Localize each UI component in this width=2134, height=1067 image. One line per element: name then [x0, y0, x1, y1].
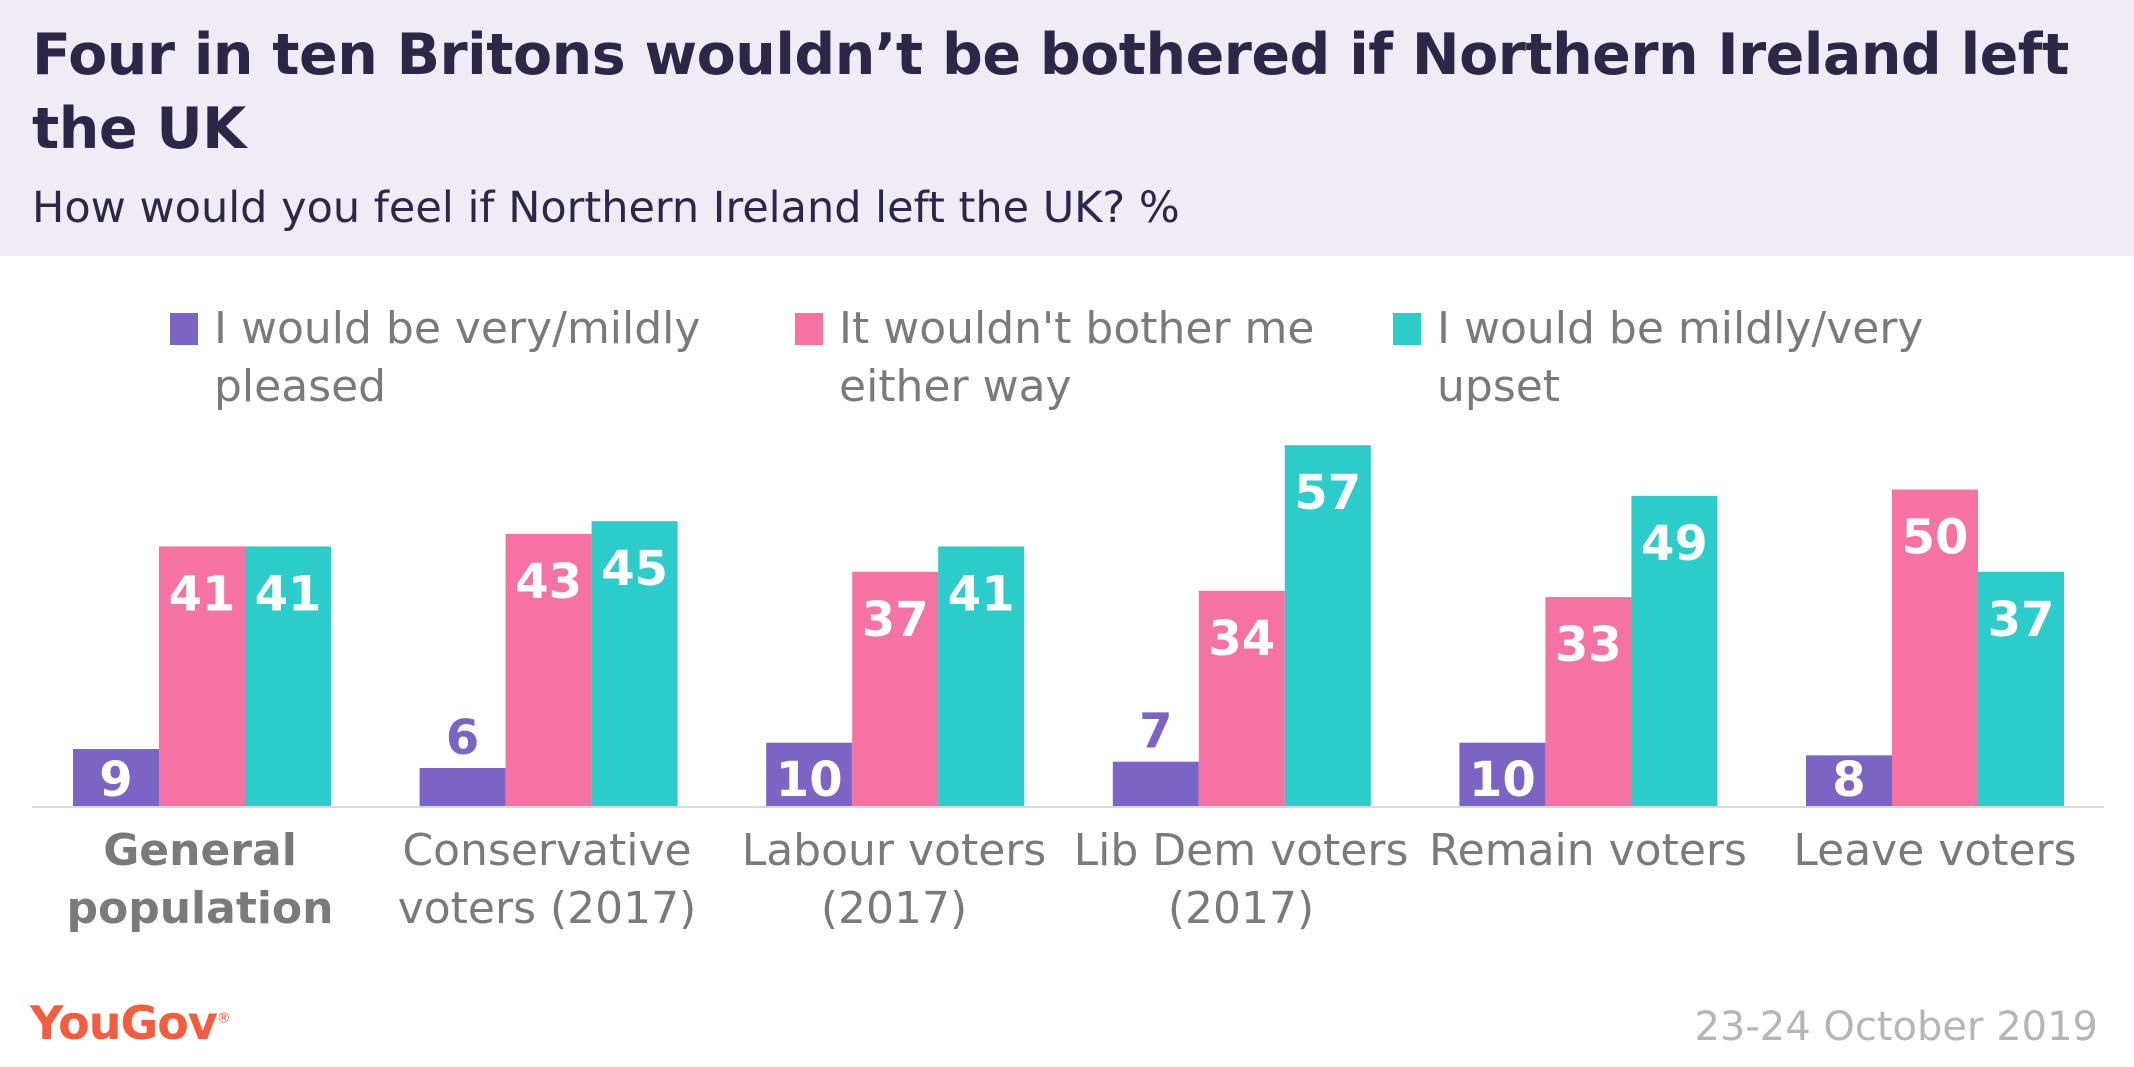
data-label-upset-3: 57 — [1294, 465, 1361, 521]
logo-text: YouGov — [30, 996, 218, 1050]
data-label-pleased-2: 10 — [776, 752, 843, 808]
bar-upset-4 — [1631, 495, 1718, 806]
category-label-leave: Leave voters — [1793, 825, 2077, 876]
data-label-upset-2: 41 — [948, 566, 1015, 622]
bar-pleased-5 — [1806, 755, 1892, 806]
header-band: Four in ten Britons wouldn’t be bothered… — [0, 0, 2134, 256]
bar-neutral-5 — [1892, 489, 1978, 806]
bar-pleased-4 — [1459, 742, 1546, 806]
data-label-neutral-1: 43 — [515, 554, 582, 610]
data-label-upset-1: 45 — [601, 541, 668, 597]
logo-registered-mark: ® — [216, 1010, 231, 1027]
chart-subtitle: How would you feel if Northern Ireland l… — [32, 183, 1180, 233]
legend-label-neutral: It wouldn't bother me either way — [839, 303, 1315, 412]
data-label-upset-4: 49 — [1641, 516, 1708, 572]
data-label-pleased-1: 6 — [446, 710, 479, 766]
bar-pleased-0 — [73, 749, 159, 806]
bar-neutral-1 — [505, 533, 592, 806]
bar-neutral-2 — [852, 571, 939, 806]
data-label-pleased-4: 10 — [1469, 752, 1536, 808]
data-label-pleased-5: 8 — [1832, 752, 1865, 808]
data-label-neutral-5: 50 — [1902, 510, 1969, 566]
data-label-upset-5: 37 — [1988, 592, 2055, 648]
fieldwork-date: 23-24 October 2019 — [1694, 1004, 2098, 1050]
category-label-general: General population — [66, 825, 334, 934]
bar-upset-3 — [1284, 445, 1371, 806]
data-label-pleased-3: 7 — [1139, 704, 1172, 760]
legend-swatch-upset — [1393, 313, 1421, 345]
legend-label-upset: I would be mildly/very upset — [1437, 303, 1924, 412]
bar-pleased-3 — [1112, 761, 1199, 806]
bar-neutral-4 — [1545, 597, 1632, 806]
data-label-pleased-0: 9 — [99, 752, 132, 808]
category-label-libdem: Lib Dem voters (2017) — [1073, 825, 1409, 934]
data-label-neutral-3: 34 — [1208, 611, 1275, 667]
legend-label-pleased: I would be very/mildly pleased — [214, 303, 701, 412]
bar-upset-2 — [938, 546, 1025, 806]
category-label-labour: Labour voters (2017) — [741, 825, 1047, 934]
legend-swatch-pleased — [170, 313, 198, 345]
yougov-logo: YouGov® — [30, 996, 231, 1050]
bar-upset-5 — [1978, 571, 2064, 806]
data-label-neutral-2: 37 — [862, 592, 929, 648]
bar-neutral-0 — [159, 546, 245, 806]
bar-upset-1 — [591, 521, 678, 806]
data-label-neutral-0: 41 — [169, 566, 236, 622]
bar-pleased-2 — [766, 742, 853, 806]
bar-neutral-3 — [1198, 590, 1285, 806]
category-label-conservative: Conservative voters (2017) — [397, 825, 697, 934]
data-label-neutral-4: 33 — [1555, 617, 1622, 673]
category-label-remain: Remain voters — [1429, 825, 1747, 876]
bar-upset-0 — [245, 546, 331, 806]
chart-title: Four in ten Britons wouldn’t be bothered… — [32, 22, 2069, 162]
legend-swatch-neutral — [795, 313, 823, 345]
data-label-upset-0: 41 — [255, 566, 322, 622]
bar-pleased-1 — [419, 768, 506, 806]
